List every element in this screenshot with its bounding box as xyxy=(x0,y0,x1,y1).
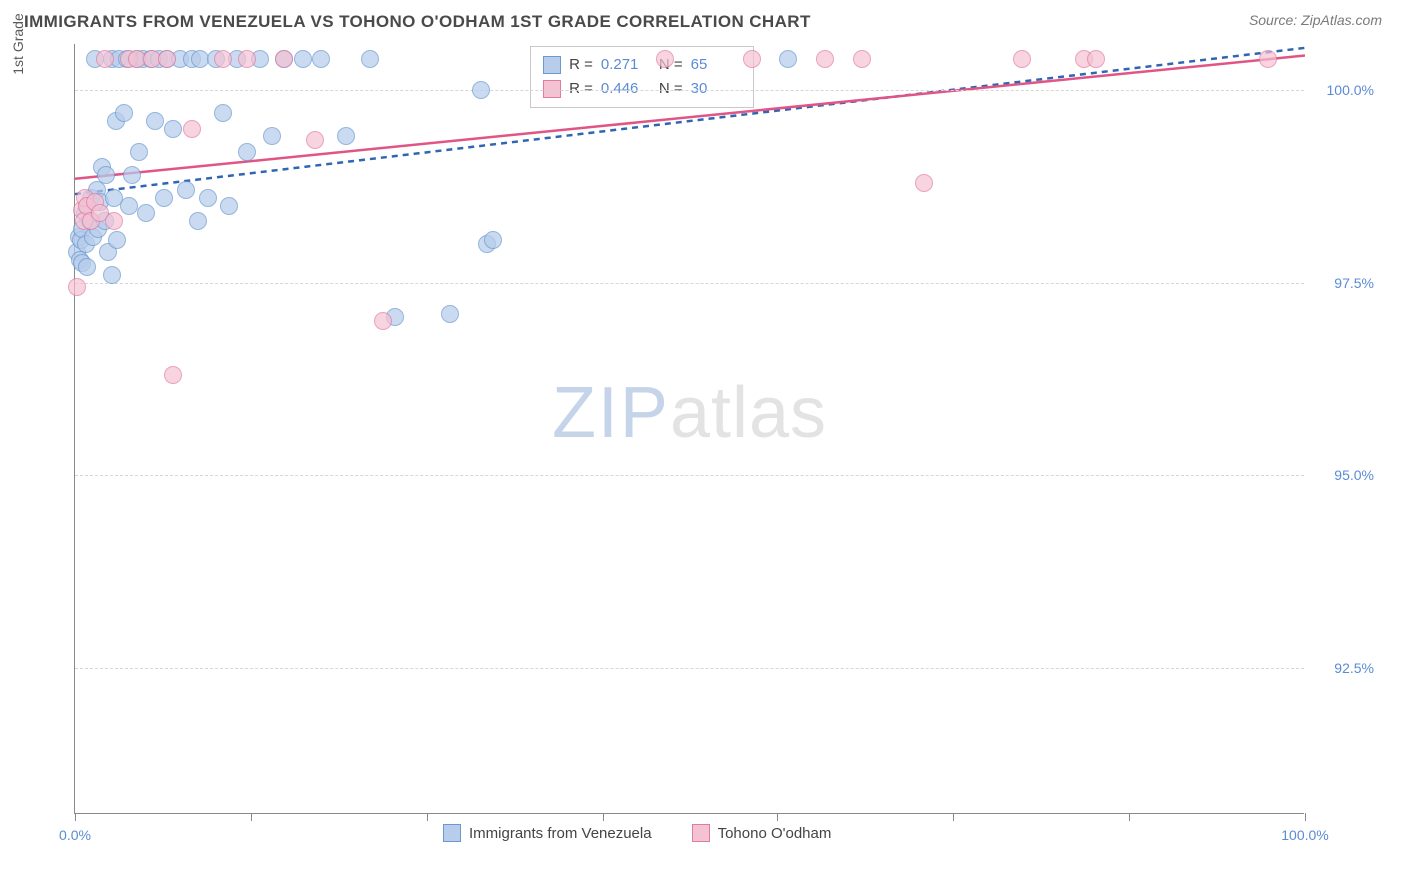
x-tick xyxy=(1305,813,1306,821)
data-point xyxy=(441,305,459,323)
legend-row: R = 0.446 N = 30 xyxy=(543,77,741,101)
data-point xyxy=(189,212,207,230)
y-tick-label: 92.5% xyxy=(1314,660,1374,676)
series-name: Immigrants from Venezuela xyxy=(469,825,652,842)
legend-row: R =0.271N =65 xyxy=(543,53,741,77)
data-point xyxy=(177,181,195,199)
data-point xyxy=(1013,50,1031,68)
data-point xyxy=(306,131,324,149)
legend-swatch xyxy=(543,80,561,98)
data-point xyxy=(743,50,761,68)
data-point xyxy=(816,50,834,68)
data-point xyxy=(484,231,502,249)
legend-r-label: R = xyxy=(569,53,593,77)
data-point xyxy=(779,50,797,68)
x-tick-label: 100.0% xyxy=(1281,827,1328,843)
x-tick xyxy=(777,813,778,821)
data-point xyxy=(915,174,933,192)
data-point xyxy=(214,104,232,122)
data-point xyxy=(103,266,121,284)
data-point xyxy=(123,166,141,184)
data-point xyxy=(337,127,355,145)
data-point xyxy=(312,50,330,68)
data-point xyxy=(294,50,312,68)
series-name: Tohono O'odham xyxy=(718,825,832,842)
data-point xyxy=(120,197,138,215)
y-axis-label: 1st Grade xyxy=(10,13,26,74)
data-point xyxy=(96,50,114,68)
data-point xyxy=(1259,50,1277,68)
legend-r-label: R = xyxy=(569,77,593,101)
data-point xyxy=(238,143,256,161)
data-point xyxy=(472,81,490,99)
data-point xyxy=(108,231,126,249)
data-point xyxy=(238,50,256,68)
data-point xyxy=(115,104,133,122)
legend-swatch xyxy=(543,56,561,74)
data-point xyxy=(214,50,232,68)
data-point xyxy=(220,197,238,215)
gridline xyxy=(75,475,1304,476)
x-tick xyxy=(603,813,604,821)
correlation-legend: R = 0.271 N = 65R = 0.446 N = 30 xyxy=(530,46,754,108)
x-tick xyxy=(1129,813,1130,821)
legend-n-value: 30 xyxy=(691,77,741,101)
data-point xyxy=(146,112,164,130)
gridline xyxy=(75,668,1304,669)
data-point xyxy=(130,143,148,161)
gridline xyxy=(75,283,1304,284)
data-point xyxy=(361,50,379,68)
chart-title: IMMIGRANTS FROM VENEZUELA VS TOHONO O'OD… xyxy=(24,12,811,32)
data-point xyxy=(374,312,392,330)
legend-r-value: 0.271 xyxy=(601,53,651,77)
data-point xyxy=(853,50,871,68)
x-tick-label: 0.0% xyxy=(59,827,91,843)
legend-swatch xyxy=(443,824,461,842)
x-tick xyxy=(953,813,954,821)
x-tick xyxy=(75,813,76,821)
x-tick xyxy=(251,813,252,821)
series-legend-item: Tohono O'odham xyxy=(692,824,832,842)
legend-r-value: 0.446 xyxy=(601,77,651,101)
data-point xyxy=(68,278,86,296)
data-point xyxy=(155,189,173,207)
plot-area: ZIPatlas R =0.271N =65R =0.446N =30 92.5… xyxy=(74,44,1304,814)
x-tick xyxy=(427,813,428,821)
data-point xyxy=(137,204,155,222)
watermark-zip: ZIP xyxy=(552,373,670,453)
legend-n-value: 65 xyxy=(691,53,741,77)
watermark-atlas: atlas xyxy=(670,373,827,453)
data-point xyxy=(105,212,123,230)
regression-lines xyxy=(75,44,1305,814)
y-tick-label: 95.0% xyxy=(1314,467,1374,483)
y-tick-label: 100.0% xyxy=(1314,82,1374,98)
series-legend: Immigrants from Venezuela Tohono O'odham xyxy=(443,824,831,842)
data-point xyxy=(656,50,674,68)
data-point xyxy=(1087,50,1105,68)
data-point xyxy=(164,120,182,138)
data-point xyxy=(158,50,176,68)
data-point xyxy=(78,258,96,276)
gridline xyxy=(75,90,1304,91)
series-legend-item: Immigrants from Venezuela xyxy=(443,824,652,842)
data-point xyxy=(263,127,281,145)
data-point xyxy=(183,120,201,138)
source-label: Source: ZipAtlas.com xyxy=(1249,12,1382,28)
data-point xyxy=(164,366,182,384)
data-point xyxy=(97,166,115,184)
legend-swatch xyxy=(692,824,710,842)
watermark: ZIPatlas xyxy=(552,372,827,454)
data-point xyxy=(275,50,293,68)
data-point xyxy=(199,189,217,207)
legend-n-label: N = xyxy=(659,77,683,101)
y-tick-label: 97.5% xyxy=(1314,275,1374,291)
